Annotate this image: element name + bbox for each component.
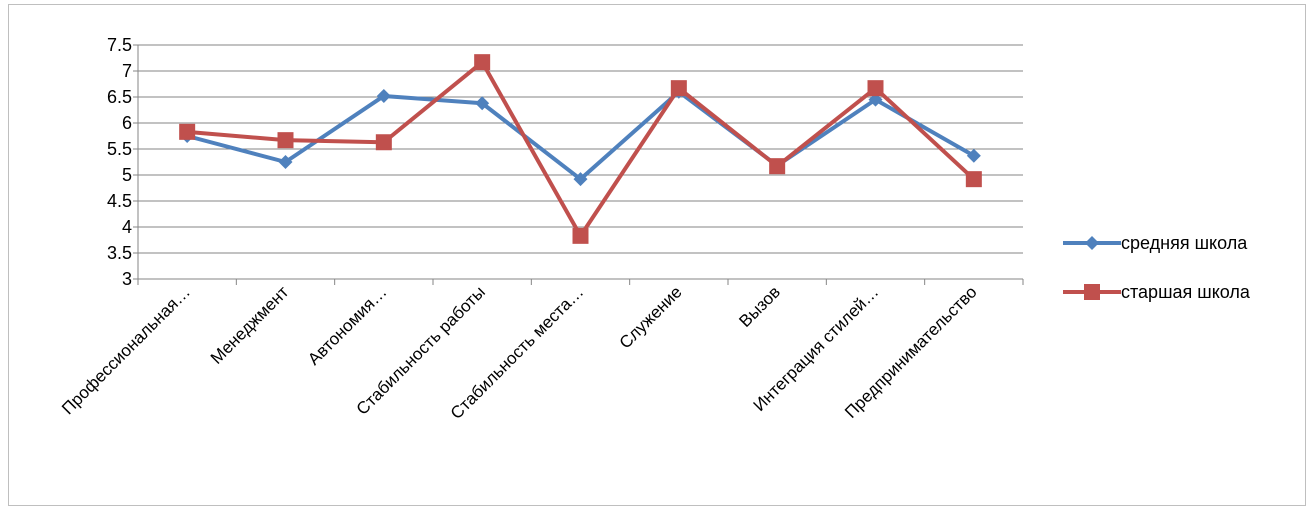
y-tick-label: 6.5 — [107, 87, 132, 107]
y-tick-label: 7 — [122, 61, 132, 81]
chart-frame — [8, 4, 1306, 506]
legend-label: средняя школа — [1121, 233, 1248, 253]
x-tick-label: Профессиональная… — [58, 282, 194, 418]
x-tick-label: Менеджмент — [207, 282, 293, 368]
legend-marker — [1085, 236, 1099, 250]
data-point — [277, 132, 294, 149]
x-tick-label: Автономия… — [304, 282, 390, 368]
data-point — [179, 123, 196, 140]
y-tick-label: 3 — [122, 269, 132, 289]
data-point — [573, 172, 588, 187]
legend-label: старшая школа — [1121, 282, 1251, 302]
data-point — [474, 54, 491, 71]
data-point — [966, 148, 981, 163]
legend: средняя школа старшая школа — [1063, 233, 1251, 302]
data-point — [965, 171, 982, 188]
y-tick-label: 3.5 — [107, 243, 132, 263]
data-point — [475, 96, 490, 111]
legend-item: средняя школа — [1063, 233, 1248, 253]
series-2 — [179, 54, 982, 244]
y-tick-label: 5 — [122, 165, 132, 185]
data-point — [867, 80, 884, 97]
x-tick-label: Вызов — [735, 282, 784, 331]
y-tick-labels: 3 3.5 4 4.5 5 5.5 6 6.5 7 7.5 — [107, 35, 132, 289]
y-tick-label: 6 — [122, 113, 132, 133]
y-tick-label: 4 — [122, 217, 132, 237]
y-tick-label: 4.5 — [107, 191, 132, 211]
x-tick-labels: Профессиональная… Менеджмент Автономия…Ста… — [58, 282, 981, 423]
axes — [133, 44, 1024, 285]
y-tick-label: 5.5 — [107, 139, 132, 159]
legend-item: старшая школа — [1063, 282, 1251, 302]
x-tick-label: Служение — [616, 282, 686, 352]
y-tick-label: 7.5 — [107, 35, 132, 55]
data-point — [572, 227, 589, 244]
data-point — [375, 134, 392, 151]
data-point — [670, 80, 687, 97]
data-point — [278, 155, 293, 169]
series-layer — [179, 54, 982, 244]
data-point — [376, 88, 391, 103]
data-point — [769, 158, 786, 175]
gridlines — [138, 44, 1023, 254]
legend-marker — [1084, 284, 1100, 300]
